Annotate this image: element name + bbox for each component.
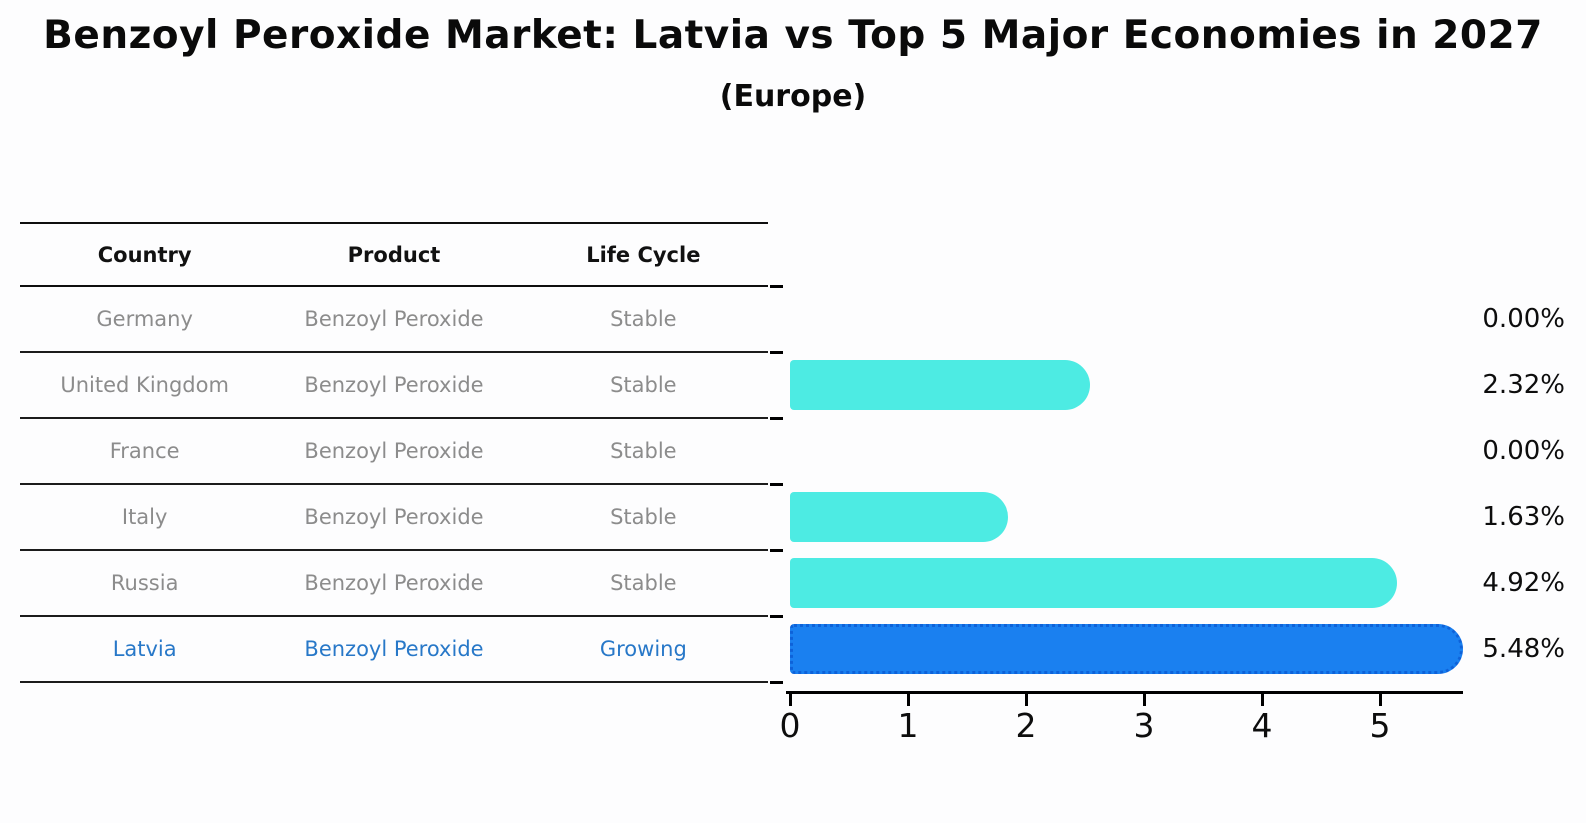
x-tick-mark (1142, 694, 1146, 706)
cell-product: Benzoyl Peroxide (304, 373, 484, 397)
cell-product: Benzoyl Peroxide (304, 637, 484, 661)
column-header-life-cycle: Life Cycle (586, 242, 701, 267)
y-tick-mark (770, 681, 783, 684)
table-body: Germany Benzoyl Peroxide Stable United King… (20, 286, 768, 682)
bar-russia (790, 558, 1397, 608)
x-tick-mark (1024, 694, 1028, 706)
chart-subtitle: (Europe) (719, 79, 867, 114)
table-row: France Benzoyl Peroxide Stable (20, 418, 768, 484)
value-label: 0.00% (1482, 436, 1565, 466)
x-tick-mark (788, 694, 792, 706)
cell-country: Latvia (112, 637, 177, 661)
x-tick-label: 1 (897, 706, 919, 745)
cell-country: France (109, 439, 180, 463)
table-row: Germany Benzoyl Peroxide Stable (20, 286, 768, 352)
table-header: Country Product Life Cycle (20, 223, 768, 286)
cell-life-cycle: Stable (610, 505, 677, 529)
table-row: Latvia Benzoyl Peroxide Growing (20, 616, 768, 682)
cell-product: Benzoyl Peroxide (304, 439, 484, 463)
value-label: 2.32% (1482, 370, 1565, 400)
cell-country: Italy (121, 505, 168, 529)
y-tick-mark (770, 285, 783, 288)
x-tick-label: 2 (1015, 706, 1037, 745)
y-tick-mark (770, 351, 783, 354)
cell-country: United Kingdom (60, 373, 229, 397)
table-header-row: Country Product Life Cycle (20, 223, 768, 286)
cell-life-cycle: Stable (610, 373, 677, 397)
value-label: 0.00% (1482, 304, 1565, 334)
x-axis-line (786, 691, 1463, 694)
table-row: Italy Benzoyl Peroxide Stable (20, 484, 768, 550)
y-tick-mark (770, 549, 783, 552)
column-header-product: Product (347, 242, 441, 267)
x-tick-label: 4 (1251, 706, 1273, 745)
column-header-country: Country (97, 242, 192, 267)
table-row: United Kingdom Benzoyl Peroxide Stable (20, 352, 768, 418)
cell-product: Benzoyl Peroxide (304, 505, 484, 529)
x-tick-label: 5 (1369, 706, 1391, 745)
x-tick-label: 0 (779, 706, 801, 745)
y-tick-mark (770, 483, 783, 486)
table-row: Russia Benzoyl Peroxide Stable (20, 550, 768, 616)
bar-italy (790, 492, 1009, 542)
x-tick-mark (906, 694, 910, 706)
country-table: Country Product Life Cycle Germany Benzoyl … (20, 222, 768, 683)
cell-product: Benzoyl Peroxide (304, 571, 484, 595)
cell-product: Benzoyl Peroxide (304, 307, 484, 331)
cell-life-cycle: Growing (599, 637, 687, 661)
x-tick-mark (1260, 694, 1264, 706)
cell-country: Germany (96, 307, 193, 331)
cell-life-cycle: Stable (610, 571, 677, 595)
y-tick-mark (770, 417, 783, 420)
x-tick-mark (1378, 694, 1382, 706)
value-label: 4.92% (1482, 568, 1565, 598)
cell-life-cycle: Stable (610, 307, 677, 331)
cell-life-cycle: Stable (610, 439, 677, 463)
y-tick-mark (770, 615, 783, 618)
value-label: 5.48% (1482, 634, 1565, 664)
value-label: 1.63% (1482, 502, 1565, 532)
chart-title: Benzoyl Peroxide Market: Latvia vs Top 5… (43, 13, 1543, 58)
cell-country: Russia (110, 571, 179, 595)
bar-latvia (790, 624, 1463, 674)
x-tick-label: 3 (1133, 706, 1155, 745)
bar-united-kingdom (790, 360, 1090, 410)
